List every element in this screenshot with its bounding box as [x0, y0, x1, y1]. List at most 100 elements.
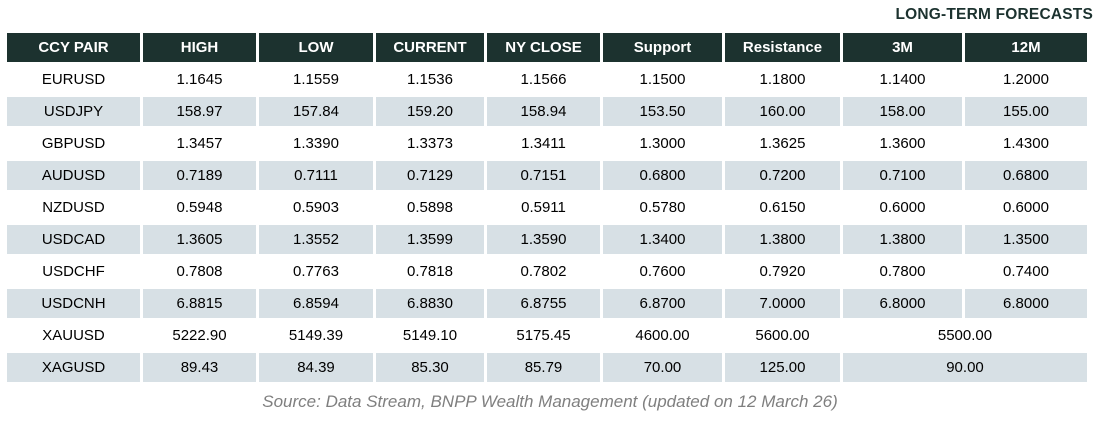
column-header-12m: 12M [965, 33, 1087, 62]
value-cell-ny-close: 6.8755 [487, 289, 600, 318]
column-header-low: LOW [259, 33, 373, 62]
value-cell-low: 5149.39 [259, 321, 373, 350]
value-cell-3m: 0.7800 [843, 257, 962, 286]
source-caption: Source: Data Stream, BNPP Wealth Managem… [262, 392, 838, 411]
value-cell-high: 6.8815 [143, 289, 256, 318]
value-cell-ny-close: 1.3411 [487, 129, 600, 158]
value-cell-ny-close: 0.7151 [487, 161, 600, 190]
column-header-support: Support [603, 33, 722, 62]
value-cell-long-term-merged: 90.00 [843, 353, 1087, 382]
value-cell-low: 0.7111 [259, 161, 373, 190]
value-cell-3m: 6.8000 [843, 289, 962, 318]
value-cell-low: 1.3552 [259, 225, 373, 254]
value-cell-ny-close: 1.3590 [487, 225, 600, 254]
value-cell-resistance: 1.1800 [725, 65, 840, 94]
table-row-nzdusd: NZDUSD 0.5948 0.5903 0.5898 0.5911 0.5780 0.61… [7, 193, 1087, 222]
ccy-pair-cell: GBPUSD [7, 129, 140, 158]
ccy-pair-cell: AUDUSD [7, 161, 140, 190]
value-cell-resistance: 0.6150 [725, 193, 840, 222]
value-cell-ny-close: 1.1566 [487, 65, 600, 94]
long-term-forecasts-title: LONG-TERM FORECASTS [895, 6, 1093, 23]
value-cell-high: 158.97 [143, 97, 256, 126]
value-cell-low: 157.84 [259, 97, 373, 126]
value-cell-current: 0.7129 [376, 161, 484, 190]
value-cell-resistance: 125.00 [725, 353, 840, 382]
value-cell-12m: 1.3500 [965, 225, 1087, 254]
ccy-pair-cell: USDJPY [7, 97, 140, 126]
table-row-audusd: AUDUSD 0.7189 0.7111 0.7129 0.7151 0.6800 0.72… [7, 161, 1087, 190]
value-cell-resistance: 1.3800 [725, 225, 840, 254]
value-cell-current: 0.5898 [376, 193, 484, 222]
ccy-pair-cell: USDCNH [7, 289, 140, 318]
value-cell-current: 1.1536 [376, 65, 484, 94]
table-row-usdchf: USDCHF 0.7808 0.7763 0.7818 0.7802 0.7600 0.79… [7, 257, 1087, 286]
value-cell-high: 89.43 [143, 353, 256, 382]
ccy-pair-cell: EURUSD [7, 65, 140, 94]
table-row-xagusd: XAGUSD 89.43 84.39 85.30 85.79 70.00 125.00 90.… [7, 353, 1087, 382]
value-cell-current: 85.30 [376, 353, 484, 382]
value-cell-3m: 1.1400 [843, 65, 962, 94]
ccy-pair-cell: NZDUSD [7, 193, 140, 222]
value-cell-ny-close: 0.5911 [487, 193, 600, 222]
value-cell-low: 0.7763 [259, 257, 373, 286]
value-cell-support: 153.50 [603, 97, 722, 126]
value-cell-current: 159.20 [376, 97, 484, 126]
value-cell-current: 0.7818 [376, 257, 484, 286]
value-cell-support: 4600.00 [603, 321, 722, 350]
value-cell-low: 6.8594 [259, 289, 373, 318]
column-header-high: HIGH [143, 33, 256, 62]
value-cell-ny-close: 85.79 [487, 353, 600, 382]
value-cell-3m: 0.7100 [843, 161, 962, 190]
value-cell-ny-close: 158.94 [487, 97, 600, 126]
value-cell-high: 0.5948 [143, 193, 256, 222]
value-cell-current: 5149.10 [376, 321, 484, 350]
value-cell-resistance: 5600.00 [725, 321, 840, 350]
value-cell-high: 1.1645 [143, 65, 256, 94]
table-row-gbpusd: GBPUSD 1.3457 1.3390 1.3373 1.3411 1.3000 1.36… [7, 129, 1087, 158]
value-cell-low: 0.5903 [259, 193, 373, 222]
value-cell-resistance: 1.3625 [725, 129, 840, 158]
value-cell-current: 6.8830 [376, 289, 484, 318]
fx-forecast-table: CCY PAIR HIGH LOW CURRENT NY CLOSE Support Res… [4, 30, 1090, 385]
value-cell-12m: 6.8000 [965, 289, 1087, 318]
value-cell-resistance: 160.00 [725, 97, 840, 126]
value-cell-high: 1.3605 [143, 225, 256, 254]
value-cell-ny-close: 5175.45 [487, 321, 600, 350]
value-cell-support: 70.00 [603, 353, 722, 382]
value-cell-support: 1.3400 [603, 225, 722, 254]
value-cell-support: 0.6800 [603, 161, 722, 190]
ccy-pair-cell: XAGUSD [7, 353, 140, 382]
value-cell-resistance: 0.7920 [725, 257, 840, 286]
value-cell-support: 0.5780 [603, 193, 722, 222]
ccy-pair-cell: USDCAD [7, 225, 140, 254]
column-header-3m: 3M [843, 33, 962, 62]
value-cell-3m: 1.3600 [843, 129, 962, 158]
value-cell-12m: 1.2000 [965, 65, 1087, 94]
ccy-pair-cell: XAUUSD [7, 321, 140, 350]
value-cell-12m: 0.7400 [965, 257, 1087, 286]
table-row-usdjpy: USDJPY 158.97 157.84 159.20 158.94 153.50 160.… [7, 97, 1087, 126]
value-cell-long-term-merged: 5500.00 [843, 321, 1087, 350]
value-cell-3m: 0.6000 [843, 193, 962, 222]
table-row-xauusd: XAUUSD 5222.90 5149.39 5149.10 5175.45 4600.0… [7, 321, 1087, 350]
ccy-pair-cell: USDCHF [7, 257, 140, 286]
value-cell-low: 1.1559 [259, 65, 373, 94]
value-cell-3m: 1.3800 [843, 225, 962, 254]
value-cell-support: 0.7600 [603, 257, 722, 286]
table-row-usdcnh: USDCNH 6.8815 6.8594 6.8830 6.8755 6.8700 7.00… [7, 289, 1087, 318]
value-cell-12m: 0.6800 [965, 161, 1087, 190]
value-cell-high: 1.3457 [143, 129, 256, 158]
column-header-resistance: Resistance [725, 33, 840, 62]
value-cell-high: 0.7808 [143, 257, 256, 286]
value-cell-resistance: 7.0000 [725, 289, 840, 318]
value-cell-high: 0.7189 [143, 161, 256, 190]
value-cell-12m: 1.4300 [965, 129, 1087, 158]
column-header-ny-close: NY CLOSE [487, 33, 600, 62]
value-cell-current: 1.3373 [376, 129, 484, 158]
value-cell-resistance: 0.7200 [725, 161, 840, 190]
value-cell-3m: 158.00 [843, 97, 962, 126]
value-cell-12m: 155.00 [965, 97, 1087, 126]
column-header-ccy-pair: CCY PAIR [7, 33, 140, 62]
value-cell-low: 1.3390 [259, 129, 373, 158]
